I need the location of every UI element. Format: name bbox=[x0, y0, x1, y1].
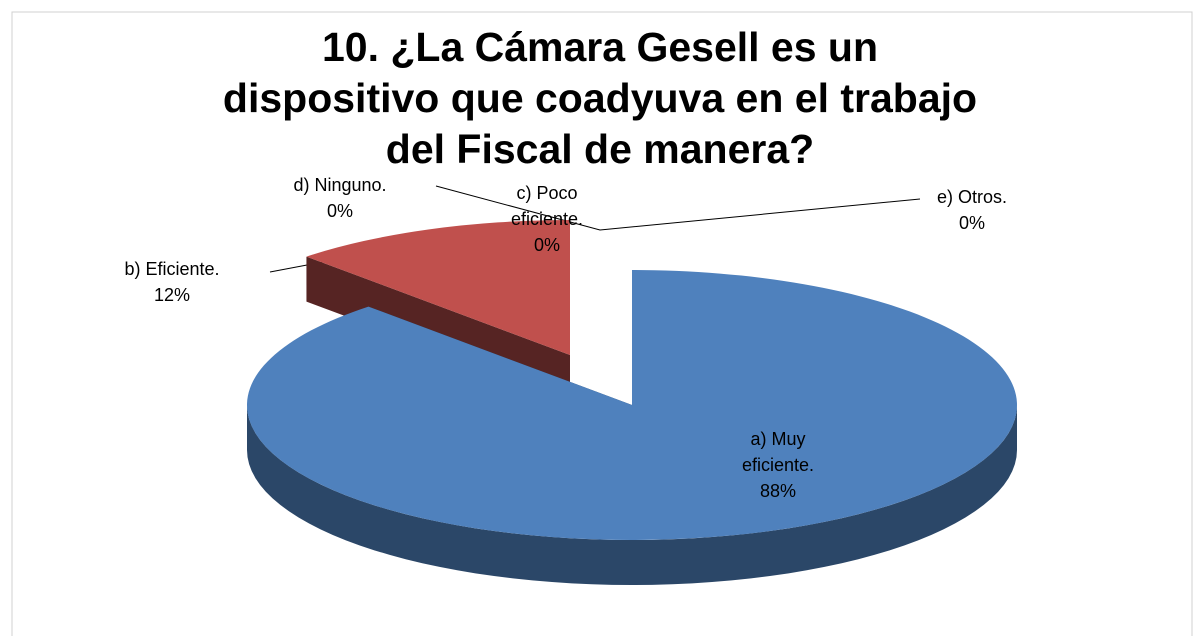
slice-label: d) Ninguno. bbox=[293, 175, 387, 195]
slice bbox=[246, 270, 1017, 540]
chart-title: 10. ¿La Cámara Gesell es un dispositivo … bbox=[222, 24, 978, 172]
value-label: 12% bbox=[153, 285, 191, 305]
slice-label: b) Eficiente. bbox=[124, 259, 220, 279]
leader-line bbox=[435, 185, 921, 231]
value-label: 0% bbox=[326, 201, 353, 221]
slice-label: c) Poco eficiente. bbox=[510, 183, 584, 229]
slice bbox=[306, 220, 570, 355]
slice-label: a) Muy eficiente. bbox=[741, 429, 815, 475]
slice-label: e) Otros. bbox=[936, 187, 1007, 207]
frame bbox=[11, 11, 1193, 636]
value-label: 0% bbox=[533, 235, 560, 255]
value-label: 0% bbox=[958, 213, 985, 233]
value-label: 88% bbox=[759, 481, 797, 501]
slice-side bbox=[247, 405, 1017, 585]
